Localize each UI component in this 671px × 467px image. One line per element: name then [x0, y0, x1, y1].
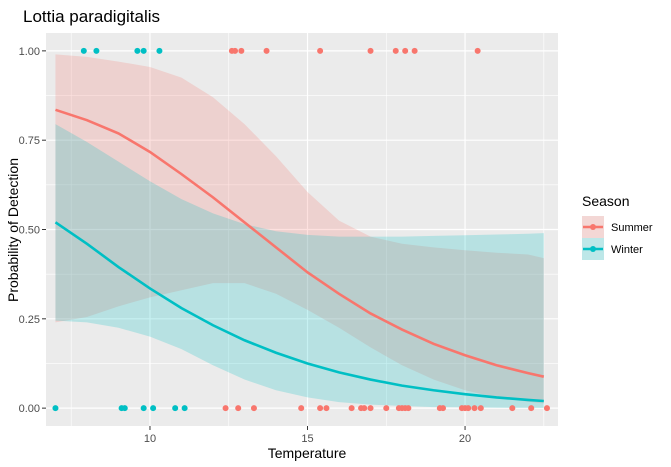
point-summer [471, 405, 478, 412]
x-axis-title: Temperature [268, 445, 347, 461]
point-winter [150, 405, 157, 412]
chart-title: Lottia paradigitalis [23, 7, 160, 26]
point-summer [543, 405, 550, 412]
legend-key-point [590, 224, 596, 230]
point-summer [411, 47, 418, 54]
legend: Season Summer Winter [582, 193, 653, 260]
y-tick-label: 0.75 [19, 135, 40, 147]
data-points [52, 47, 550, 412]
x-axis: 10 15 20 [144, 426, 471, 445]
point-summer [298, 405, 305, 412]
point-summer [402, 47, 409, 54]
point-summer [405, 405, 412, 412]
y-axis: 0.00 0.25 0.50 0.75 1.00 [19, 46, 46, 415]
fit-line-winter [54, 221, 544, 403]
x-tick-label: 15 [301, 433, 313, 445]
point-summer [509, 405, 516, 412]
ci-ribbon-summer [55, 54, 544, 404]
y-tick-label: 0.25 [19, 314, 40, 326]
legend-key-winter [582, 238, 604, 260]
point-summer [222, 405, 229, 412]
point-summer [323, 405, 330, 412]
point-summer [392, 47, 399, 54]
point-winter [140, 405, 147, 412]
point-winter [172, 405, 179, 412]
point-winter [93, 47, 100, 54]
x-tick-label: 20 [459, 433, 471, 445]
point-summer [474, 47, 481, 54]
point-summer [235, 405, 242, 412]
point-summer [232, 47, 239, 54]
point-summer [238, 47, 245, 54]
point-summer [367, 47, 374, 54]
point-summer [263, 47, 270, 54]
point-summer [361, 405, 368, 412]
legend-key-point [590, 246, 596, 252]
legend-label-winter: Winter [611, 244, 643, 256]
point-summer [528, 405, 535, 412]
point-summer [367, 405, 374, 412]
y-tick-label: 0.50 [19, 225, 40, 237]
y-tick-label: 1.00 [19, 46, 40, 58]
point-summer [465, 405, 472, 412]
point-summer [439, 405, 446, 412]
legend-key-summer [582, 216, 604, 238]
fit-lines [54, 108, 545, 403]
point-winter [181, 405, 188, 412]
y-axis-title: Probability of Detection [5, 158, 21, 302]
point-winter [134, 47, 141, 54]
point-winter [140, 47, 147, 54]
point-summer [348, 405, 355, 412]
point-summer [383, 405, 390, 412]
fit-line-summer [55, 108, 545, 378]
point-winter [121, 405, 128, 412]
point-winter [156, 47, 163, 54]
point-summer [250, 405, 257, 412]
point-winter [52, 405, 59, 412]
point-summer [477, 405, 484, 412]
y-tick-label: 0.00 [19, 403, 40, 415]
legend-title: Season [582, 193, 629, 209]
point-summer [317, 405, 324, 412]
legend-label-summer: Summer [611, 222, 653, 234]
point-summer [317, 47, 324, 54]
point-winter [80, 47, 87, 54]
x-tick-label: 10 [144, 433, 156, 445]
